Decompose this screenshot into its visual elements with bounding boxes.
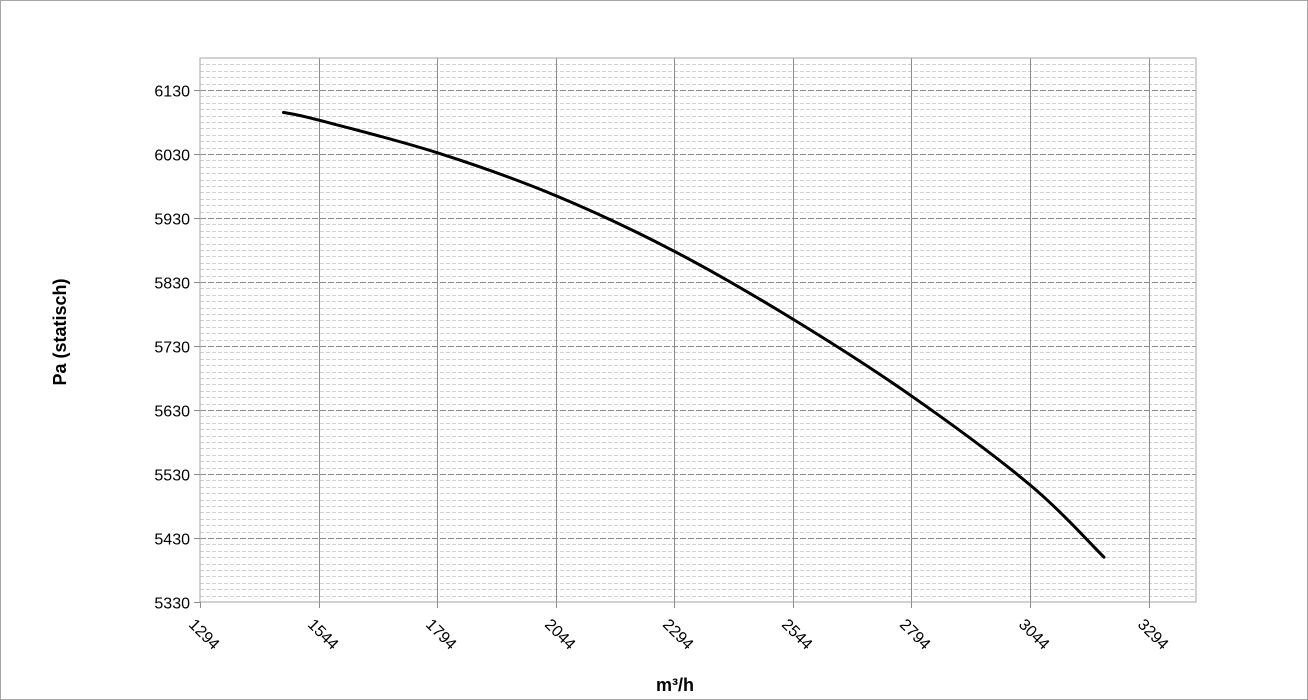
x-tick-label: 1294 — [185, 616, 222, 653]
x-tick-label: 2044 — [541, 616, 578, 653]
y-tick-label: 5330 — [154, 596, 190, 613]
y-tick-label: 5430 — [154, 532, 190, 549]
y-tick-label: 5530 — [154, 468, 190, 485]
y-axis-title: Pa (statisch) — [50, 278, 70, 385]
x-tick-label: 2294 — [659, 616, 696, 653]
axis-ticks — [194, 90, 1150, 608]
x-tick-label: 3044 — [1015, 616, 1052, 653]
series-line — [281, 110, 1106, 559]
x-tick-label: 1544 — [304, 616, 341, 653]
x-tick-label: 2794 — [896, 616, 933, 653]
plot-area — [199, 57, 1197, 603]
x-axis-title: m³/h — [656, 675, 694, 695]
x-tick-labels: 1294 1544 1794 2044 2294 2544 2794 3044 3294 — [185, 616, 1171, 653]
minor-grid — [200, 64, 1196, 597]
x-tick-label: 3294 — [1134, 616, 1171, 653]
y-tick-label: 5630 — [154, 404, 190, 421]
y-tick-label: 5830 — [154, 276, 190, 293]
y-tick-labels: 5330 5430 5530 5630 5730 5830 5930 6030 6130 — [154, 84, 190, 613]
x-tick-label: 1794 — [422, 616, 459, 653]
series-lines — [281, 110, 1106, 559]
y-tick-label: 6130 — [154, 84, 190, 101]
major-grid — [200, 58, 1196, 602]
y-tick-label: 6030 — [154, 148, 190, 165]
y-tick-label: 5930 — [154, 212, 190, 229]
y-tick-label: 5730 — [154, 340, 190, 357]
x-tick-label: 2544 — [778, 616, 815, 653]
